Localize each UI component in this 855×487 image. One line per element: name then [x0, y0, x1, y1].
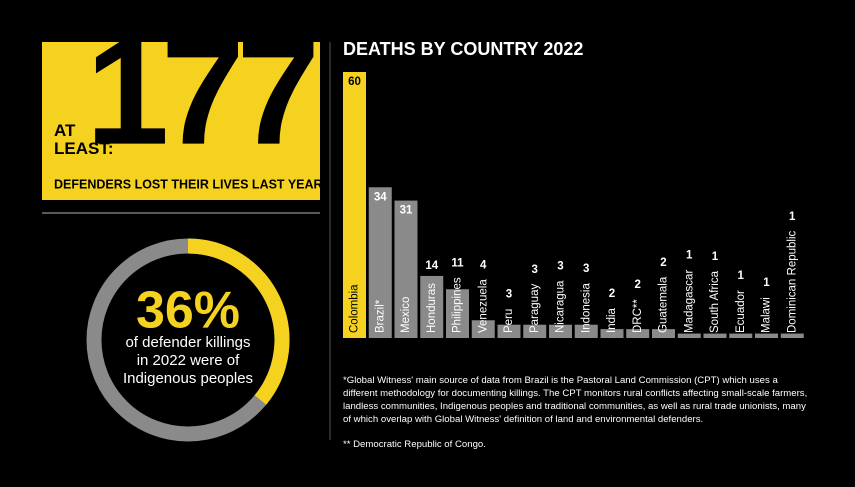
value-label: 4 [480, 259, 487, 271]
bar [677, 333, 701, 338]
value-label: 3 [532, 264, 538, 276]
value-label: 3 [506, 289, 512, 301]
value-label: 11 [451, 257, 464, 269]
value-label: 60 [348, 76, 361, 88]
value-label: 3 [557, 261, 563, 273]
category-label: Dominican Republic [786, 230, 798, 333]
value-label: 1 [763, 277, 770, 289]
value-label: 1 [686, 250, 693, 262]
bar [780, 333, 804, 338]
bar [729, 333, 753, 338]
category-label: Ecuador [735, 290, 747, 333]
value-label: 1 [789, 211, 796, 223]
category-label: DRC** [632, 299, 644, 333]
bar [549, 324, 572, 338]
category-label: Honduras [426, 283, 438, 333]
bar [497, 324, 521, 338]
category-label: Brazil* [374, 299, 386, 333]
bar [574, 324, 598, 338]
value-label: 1 [738, 270, 745, 282]
bar [652, 329, 675, 338]
category-label: Malawi [761, 297, 773, 333]
bar [394, 200, 418, 338]
value-label: 2 [609, 288, 615, 300]
category-label: India [606, 307, 618, 333]
footnote: ** Democratic Republic of Congo. [343, 439, 486, 450]
value-label: 31 [400, 205, 413, 217]
category-label: Mexico [400, 297, 412, 333]
category-label: Paraguay [529, 284, 541, 333]
bar [471, 320, 495, 338]
category-label: Indonesia [580, 283, 592, 333]
chart-title: DEATHS BY COUNTRY 2022 [343, 39, 583, 59]
category-label: Venezuela [477, 279, 489, 333]
category-label: Nicaragua [555, 280, 567, 333]
headline-prefix: AT LEAST: [54, 121, 114, 158]
category-label: Peru [503, 309, 515, 333]
value-label: 2 [635, 279, 641, 291]
donut-arc [187, 238, 290, 405]
bar [368, 187, 392, 338]
footnotes: *Global Witness' main source of data fro… [343, 374, 813, 463]
value-label: 2 [660, 257, 666, 269]
bar [420, 275, 444, 338]
category-label: Guatemala [658, 276, 670, 333]
value-label: 34 [374, 191, 387, 203]
category-label: South Africa [709, 270, 721, 333]
headline-caption: DEFENDERS LOST THEIR LIVES LAST YEAR [54, 177, 323, 191]
footnote: *Global Witness' main source of data fro… [343, 375, 808, 425]
category-label: Colombia [349, 284, 361, 333]
percent-label: 36% [136, 282, 240, 340]
bar [703, 333, 727, 338]
headline-number: 177 [86, 8, 314, 176]
category-label: Philippines [452, 277, 464, 333]
value-label: 3 [583, 263, 589, 275]
bar [755, 333, 778, 338]
value-label: 14 [425, 260, 438, 272]
category-label: Madagascar [683, 270, 695, 333]
bar [600, 329, 624, 338]
bar [626, 329, 650, 338]
bar [446, 289, 469, 338]
bar [343, 72, 366, 338]
percent-caption: of defender killings in 2022 were of Ind… [122, 334, 254, 387]
value-label: 1 [712, 251, 719, 263]
bar [523, 324, 547, 338]
headline-box [42, 42, 320, 200]
